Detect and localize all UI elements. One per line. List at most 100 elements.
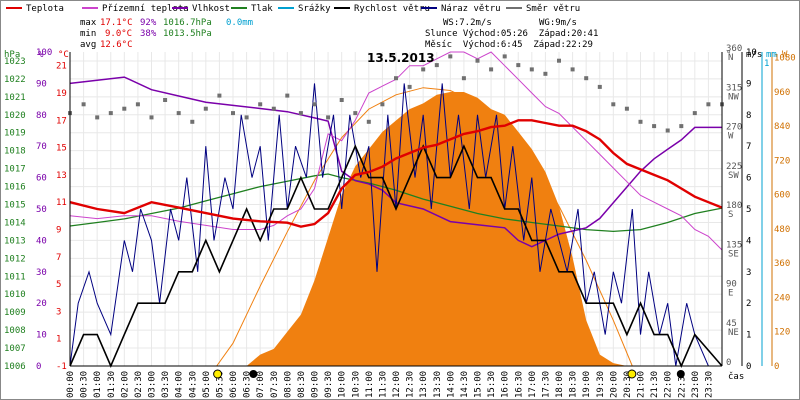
tick-label-dir-name: SE — [728, 249, 739, 259]
wind-direction-point — [108, 111, 113, 116]
tick-label-pct: 50 — [36, 205, 47, 215]
stat-moon: Měsíc Východ:6:45 Západ:22:29 — [425, 40, 593, 50]
x-tick-label: 08:00 — [283, 371, 293, 398]
tick-label-ms: 10 — [746, 48, 757, 58]
tick-label-temp: 15 — [56, 144, 67, 154]
tick-label-ms: 9 — [746, 79, 751, 89]
tick-label-dir: 270 — [726, 123, 742, 133]
tick-label-dir-name: NW — [728, 92, 739, 102]
tick-label-pct: 30 — [36, 268, 47, 278]
tick-label-ms: 2 — [746, 299, 751, 309]
tick-label-hpa: 1019 — [4, 129, 26, 139]
sunrise-marker — [213, 369, 223, 379]
tick-label-w: 1080 — [774, 54, 796, 64]
tick-label-temp: -1 — [56, 362, 67, 372]
x-tick-label: 16:30 — [514, 371, 524, 398]
axis-unit-hpa: hPa — [4, 50, 20, 60]
tick-label-ms: 7 — [746, 142, 751, 152]
tick-label-dir: 360 — [726, 44, 742, 54]
tick-label-w: 240 — [774, 293, 790, 303]
x-tick-label: 09:00 — [311, 371, 321, 398]
x-tick-label: 16:00 — [501, 371, 511, 398]
wind-direction-point — [475, 58, 480, 63]
axis-unit-dir: ° — [726, 50, 731, 60]
stat-max-hum: 92% — [140, 18, 157, 28]
tick-label-hpa: 1006 — [4, 362, 26, 372]
tick-label-temp: 21 — [56, 62, 67, 72]
x-tick-label: 10:30 — [351, 371, 361, 398]
tick-label-temp: 11 — [56, 198, 67, 208]
x-tick-label: 01:30 — [107, 371, 117, 398]
x-tick-label: 14:30 — [460, 371, 470, 398]
x-tick-label: 11:30 — [378, 371, 388, 398]
tick-label-hpa: 1015 — [4, 201, 26, 211]
wind-direction-point — [543, 71, 548, 76]
x-tick-label: 17:30 — [541, 371, 551, 398]
tick-label-dir: 315 — [726, 83, 742, 93]
tick-label-pct: 40 — [36, 236, 47, 246]
axis-unit-w: W — [782, 50, 788, 60]
tick-label-mm: 1 — [764, 59, 769, 69]
x-tick-label: 05:00 — [202, 371, 212, 398]
x-tick-label: 15:00 — [474, 371, 484, 398]
x-tick-label: 14:00 — [446, 371, 456, 398]
wind-direction-point — [679, 124, 684, 129]
tick-label-hpa: 1011 — [4, 272, 26, 282]
tick-label-pct: 0 — [36, 362, 41, 372]
tick-label-pct: 90 — [36, 79, 47, 89]
x-tick-label: 07:00 — [256, 371, 266, 398]
stat-min-label: min — [80, 29, 96, 39]
tick-label-hpa: 1016 — [4, 183, 26, 193]
tick-label-ms: 1 — [746, 331, 751, 341]
tick-label-dir-name: SW — [728, 171, 739, 181]
sunset-marker — [627, 369, 637, 379]
tick-label-w: 120 — [774, 328, 790, 338]
x-tick-label: 15:30 — [487, 371, 497, 398]
tick-label-w: 360 — [774, 259, 790, 269]
moonrise-marker — [249, 370, 258, 378]
tick-label-hpa: 1010 — [4, 290, 26, 300]
wind-direction-point — [380, 102, 385, 107]
wind-direction-point — [421, 67, 426, 72]
wind-direction-point — [638, 119, 643, 124]
x-tick-label: 23:00 — [691, 371, 701, 398]
tick-label-hpa: 1008 — [4, 326, 26, 336]
x-tick-label: 03:00 — [148, 371, 158, 398]
solar-theoretical-line — [216, 87, 633, 367]
tick-label-dir: 225 — [726, 162, 742, 172]
wind-direction-point — [95, 115, 100, 120]
tick-label-temp: 3 — [56, 307, 61, 317]
x-tick-label: 13:30 — [433, 371, 443, 398]
wind-direction-point — [652, 124, 657, 129]
wind-speed-line — [69, 144, 723, 369]
x-tick-label: 18:00 — [555, 371, 565, 398]
x-tick-label: 20:30 — [623, 371, 633, 398]
x-tick-label: 13:00 — [419, 371, 429, 398]
legend-label-pressure: Tlak — [251, 4, 273, 14]
legend-label-temperature: Teplota — [26, 4, 64, 14]
x-tick-label: 19:00 — [582, 371, 592, 398]
wind-direction-point — [665, 128, 670, 133]
x-tick-label: 20:00 — [609, 371, 619, 398]
legend-label-rain: Srážky — [298, 4, 331, 14]
wind-direction-point — [81, 102, 86, 107]
tick-label-dir-name: E — [728, 289, 733, 299]
x-tick-label: 19:30 — [596, 371, 606, 398]
wind-direction-point — [461, 76, 466, 81]
x-tick-label: 21:00 — [637, 371, 647, 398]
tick-label-dir: 45 — [726, 319, 737, 329]
tick-label-w: 840 — [774, 122, 790, 132]
wind-direction-point — [298, 111, 303, 116]
tick-label-w: 960 — [774, 88, 790, 98]
tick-label-dir: 0 — [726, 358, 731, 368]
wind-direction-point — [176, 111, 181, 116]
tick-label-hpa: 1007 — [4, 344, 26, 354]
solar-radiation — [216, 87, 633, 367]
x-tick-label: 00:00 — [66, 371, 76, 398]
x-tick-label: 06:30 — [243, 371, 253, 398]
stat-min-hum: 38% — [140, 29, 157, 39]
chart-title: 13.5.2013 — [367, 51, 435, 65]
tick-label-temp: 17 — [56, 116, 67, 126]
wind-direction-point — [339, 98, 344, 102]
wind-direction-point — [584, 76, 589, 81]
